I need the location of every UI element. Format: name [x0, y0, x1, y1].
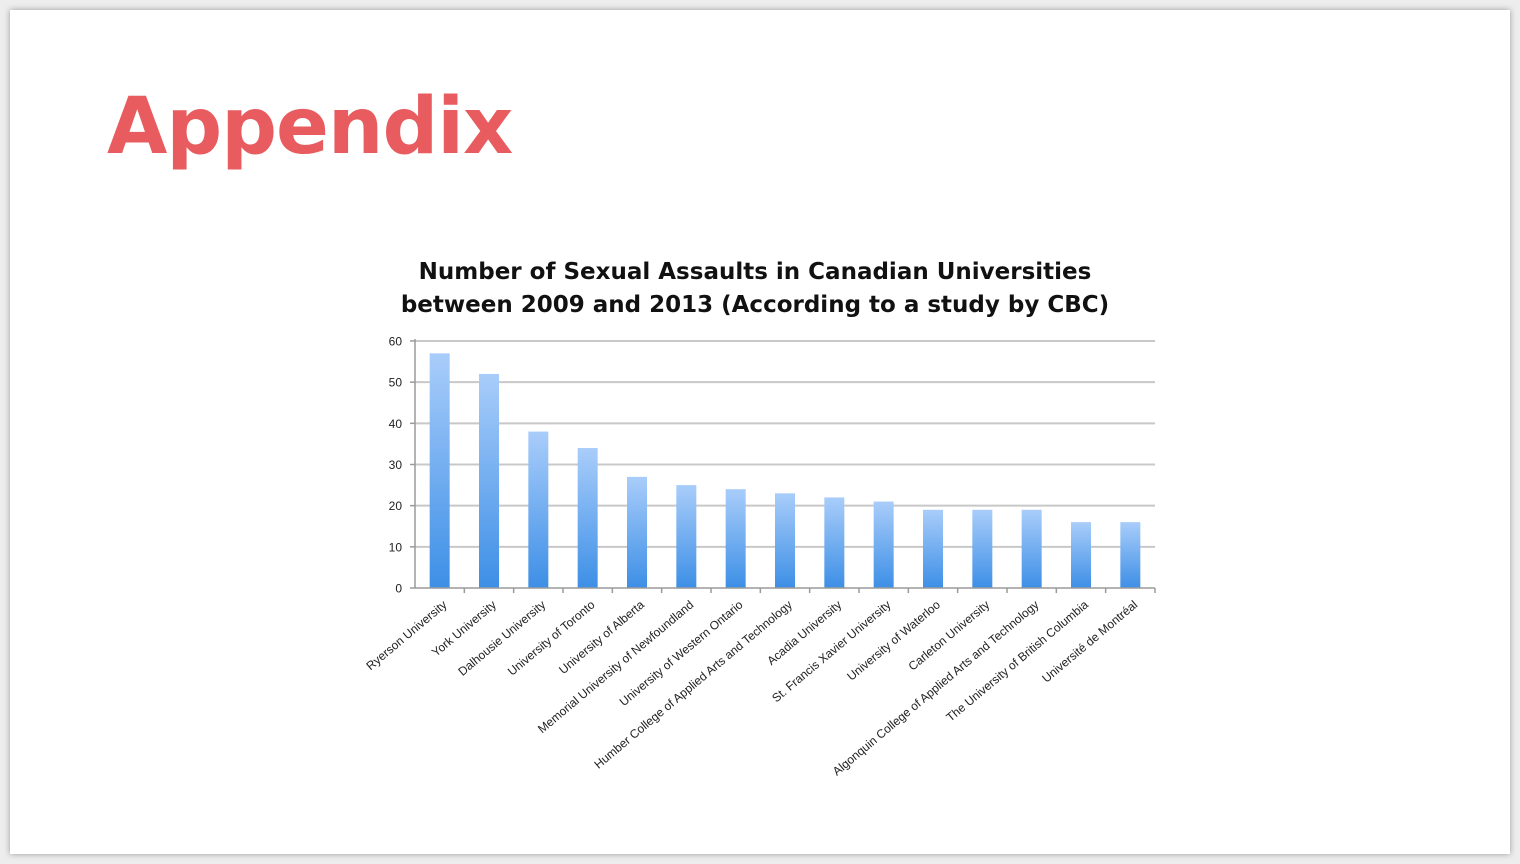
bar-13 [1021, 509, 1042, 588]
y-tick-label: 10 [389, 540, 403, 554]
bar-1 [429, 353, 450, 588]
slide-title: Appendix [107, 82, 513, 172]
y-tick-label: 0 [395, 582, 402, 596]
slide: Appendix Number of Sexual Assaults in Ca… [10, 10, 1510, 854]
bar-6 [676, 485, 697, 588]
y-tick-label: 50 [389, 376, 403, 390]
y-tick-label: 20 [389, 499, 403, 513]
y-tick-label: 60 [389, 335, 403, 349]
axes [410, 339, 1156, 593]
x-tick-label: Ryerson University [363, 598, 449, 673]
x-tick-label: University of Waterloo [844, 597, 943, 683]
x-tick-label: Dalhousie University [455, 598, 548, 679]
bar-7 [725, 489, 746, 588]
chart-title: Number of Sexual Assaults in Canadian Un… [370, 256, 1140, 322]
bar-5 [627, 476, 647, 588]
bar-14 [1071, 522, 1091, 588]
bar-4 [577, 448, 598, 588]
x-tick-label: Carleton University [906, 598, 993, 674]
bar-10 [873, 501, 894, 588]
chart-title-line-1: Number of Sexual Assaults in Canadian Un… [418, 259, 1092, 285]
x-tick-label: University of Alberta [556, 597, 647, 677]
bar-chart: Number of Sexual Assaults in Canadian Un… [330, 250, 1190, 850]
bar-12 [972, 509, 993, 588]
x-tick-label: Université de Montréal [1039, 598, 1140, 686]
bars [429, 353, 1141, 588]
chart-title-line-2: between 2009 and 2013 (According to a st… [400, 292, 1110, 318]
bar-11 [923, 509, 943, 588]
bar-8 [775, 493, 795, 588]
bar-9 [824, 497, 845, 588]
bar-3 [528, 431, 549, 588]
bar-2 [479, 373, 499, 588]
x-tick-label: University of Toronto [505, 597, 598, 678]
y-tick-label: 40 [389, 417, 403, 431]
bar-15 [1120, 522, 1141, 588]
y-tick-label: 30 [389, 458, 403, 472]
